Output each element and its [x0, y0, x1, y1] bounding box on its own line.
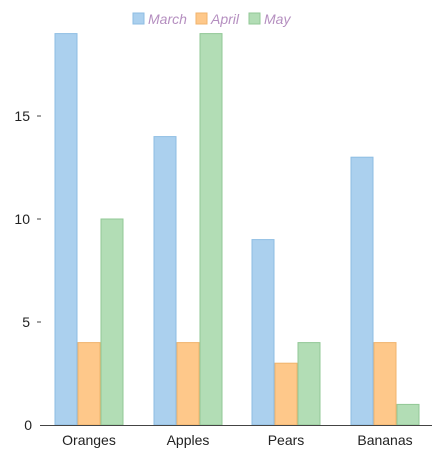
- bar-march-apples: [153, 136, 177, 426]
- legend-label-april: April: [210, 11, 240, 27]
- bar-april-apples: [176, 342, 200, 426]
- bar-may-bananas: [396, 403, 420, 426]
- legend-swatch-may: [248, 12, 261, 25]
- bar-may-oranges: [100, 218, 124, 426]
- x-tick-label: Pears: [268, 432, 305, 448]
- legend-label-march: March: [148, 11, 187, 27]
- legend: March April May: [132, 11, 291, 27]
- axes-group: Oranges Apples Pears Bananas 0 5 10 15: [14, 108, 432, 448]
- bar-april-pears: [274, 362, 298, 426]
- y-tick-label: 10: [14, 211, 30, 227]
- y-tick-label: 15: [14, 108, 30, 124]
- x-tick-label: Oranges: [62, 432, 116, 448]
- x-tick-label: Apples: [167, 432, 210, 448]
- bar-may-pears: [297, 342, 321, 426]
- bar-march-bananas: [350, 156, 374, 426]
- bar-march-oranges: [54, 33, 78, 426]
- bar-may-apples: [199, 33, 223, 426]
- bar-april-oranges: [77, 342, 101, 426]
- y-tick-label: 0: [24, 417, 32, 433]
- bar-april-bananas: [373, 342, 397, 426]
- bar-march-pears: [251, 239, 275, 426]
- bars-group: [54, 33, 420, 426]
- y-tick-label: 5: [22, 314, 30, 330]
- legend-swatch-march: [132, 12, 145, 25]
- x-tick-label: Bananas: [357, 432, 412, 448]
- legend-swatch-april: [195, 12, 208, 25]
- legend-label-may: May: [264, 11, 291, 27]
